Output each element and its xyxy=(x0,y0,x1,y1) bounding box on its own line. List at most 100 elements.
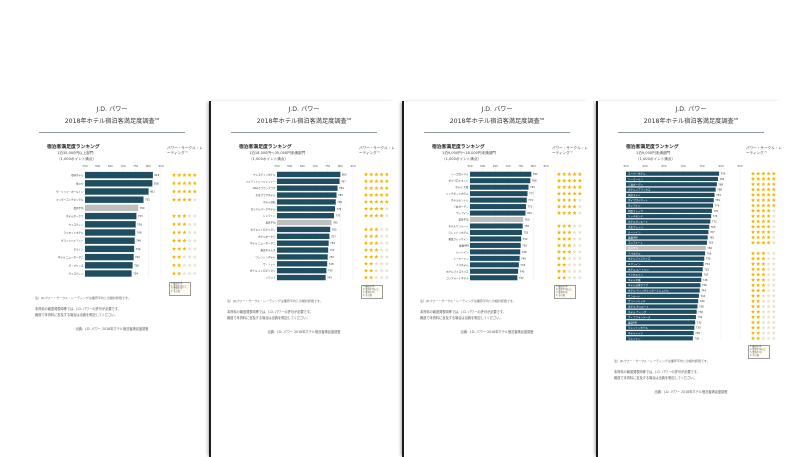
data-label: 769 xyxy=(711,225,716,229)
rating-star-icon xyxy=(766,176,771,181)
data-label: 738 xyxy=(134,263,139,267)
benchmark-bar xyxy=(85,204,139,212)
rating-star-icon xyxy=(572,249,577,254)
tick-label: 650 xyxy=(662,164,667,168)
rating-star-icon xyxy=(384,172,389,177)
rating-star-icon xyxy=(766,240,771,245)
category-label: グリーンリッチ xyxy=(628,299,646,303)
data-label: 744 xyxy=(136,247,141,251)
category-label: インターコンチネンタル xyxy=(56,198,84,202)
rating-star-icon xyxy=(766,203,771,208)
category-label: ウェスティン xyxy=(69,222,84,226)
rating-star-icon xyxy=(384,206,389,211)
rating-star-icon xyxy=(771,251,776,256)
rating-star-icon xyxy=(556,269,562,274)
data-label: 769 xyxy=(527,211,532,215)
rating-star-icon xyxy=(750,251,756,256)
rating-star-icon xyxy=(379,261,384,266)
rating-star-icon xyxy=(572,275,577,280)
legend-item: 4 業界平均以上 xyxy=(750,347,766,351)
bar xyxy=(626,224,710,229)
rating-star-icon xyxy=(756,283,761,287)
rating-star-icon xyxy=(750,187,756,192)
rating-star-icon xyxy=(171,263,177,268)
data-label: 752 xyxy=(523,237,528,241)
data-label: 760 xyxy=(332,227,337,231)
rating-star-icon xyxy=(182,271,187,276)
title-rule xyxy=(39,132,185,133)
bar xyxy=(470,184,529,190)
bar xyxy=(626,299,699,304)
page-subtitle: 2018年ホテル宿泊客満足度調査SM xyxy=(256,117,352,126)
rating-star-icon xyxy=(766,309,771,314)
bar xyxy=(626,192,715,197)
rating-star-icon xyxy=(761,187,766,192)
rating-star-icon xyxy=(771,267,776,272)
rating-star-icon xyxy=(771,240,776,245)
bar xyxy=(470,171,532,177)
category-label: 三井ガーデン xyxy=(453,205,469,209)
rating-star-icon xyxy=(572,230,577,235)
category-label: ヴィラフォンテーヌ xyxy=(628,315,651,319)
rating-star-icon xyxy=(187,238,192,243)
rating-star-icon xyxy=(192,181,197,186)
rating-star-icon xyxy=(556,197,562,202)
bar xyxy=(470,229,522,235)
rating-star-icon xyxy=(363,254,369,259)
rating-star-icon xyxy=(766,187,771,192)
tick-label: 600 xyxy=(287,164,292,168)
tick-label: 750 xyxy=(518,164,523,168)
rating-star-icon xyxy=(363,199,369,204)
rating-star-icon xyxy=(761,182,766,187)
category-label: ホテル ニューオータニ xyxy=(58,255,84,259)
category-label: ワシントン xyxy=(628,336,641,340)
rating-star-icon xyxy=(562,249,567,254)
rating-star-icon xyxy=(374,206,379,211)
rating-star-icon xyxy=(761,224,766,229)
data-label: 816 xyxy=(154,181,159,185)
rating-star-icon xyxy=(572,223,577,228)
rating-star-icon xyxy=(577,172,582,177)
bar xyxy=(277,240,329,246)
bar xyxy=(470,191,528,197)
rating-star-icon xyxy=(379,179,384,184)
legend-item: 3 業界平均 xyxy=(171,287,183,291)
data-label: 740 xyxy=(700,299,705,303)
category-label: 帝国ホテル xyxy=(71,173,84,177)
bar xyxy=(626,251,706,256)
rating-star-icon xyxy=(379,234,384,239)
tick-label: 650 xyxy=(493,164,498,168)
rating-star-icon xyxy=(756,288,761,293)
rating-star-icon xyxy=(750,256,756,261)
tick-label: 600 xyxy=(95,164,100,168)
rating-star-icon xyxy=(761,171,766,176)
chart-note: 注）JDパワー・サークル・レーティングは業界平均との相対評価です。 xyxy=(614,359,710,363)
rating-star-icon xyxy=(374,172,379,177)
rating-star-icon xyxy=(379,247,384,252)
category-label: 業界平均 xyxy=(458,218,469,222)
data-label: 797 xyxy=(341,179,346,183)
bar xyxy=(85,188,149,195)
tick-label: 600 xyxy=(643,164,648,168)
rating-star-icon xyxy=(766,277,771,282)
rating-star-icon xyxy=(187,246,192,251)
bar xyxy=(85,237,135,244)
data-label: 774 xyxy=(713,214,718,218)
rating-star-icon xyxy=(756,267,761,272)
rating-star-icon xyxy=(771,203,776,208)
rating-star-icon xyxy=(761,325,766,330)
rating-star-icon xyxy=(187,230,192,235)
legend-item: 3 業界平均 xyxy=(556,290,568,294)
rating-star-icon xyxy=(766,208,771,213)
title-rule xyxy=(231,132,377,133)
category-label: 三井ガーデン xyxy=(628,182,644,186)
legend-item: 4 業界平均以上 xyxy=(171,284,187,288)
report-page: J.D. パワー 2018年ホテル宿泊客満足度調査SM 宿泊客満足度ランキング 1泊9… xyxy=(598,101,784,457)
rating-star-icon xyxy=(771,256,776,261)
rating-star-icon xyxy=(363,185,369,190)
rating-star-icon xyxy=(374,275,379,280)
rating-star-icon xyxy=(171,246,177,251)
tick-label: 600 xyxy=(480,164,485,168)
rating-star-icon xyxy=(761,192,766,197)
rating-star-icon xyxy=(771,298,776,303)
